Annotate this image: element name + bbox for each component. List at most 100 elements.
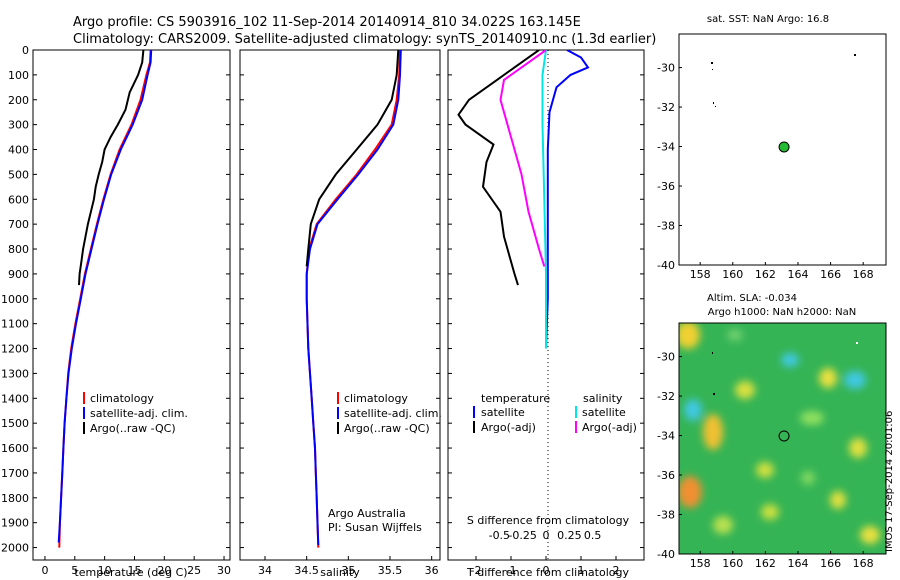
x-tick-label: 0	[41, 564, 48, 577]
island-mark	[715, 106, 716, 107]
x-tick-label: 36	[425, 564, 439, 577]
argo-australia-note: Argo Australia	[328, 507, 406, 520]
y-tick-label: 1500	[1, 417, 29, 430]
y-tick-label: 1000	[1, 293, 29, 306]
header-line-2: Climatology: CARS2009. Satellite-adjuste…	[73, 32, 656, 47]
map-y-tick-label: -30	[657, 351, 675, 364]
sla-blob	[761, 504, 779, 520]
x-tick-label: 0	[543, 564, 550, 577]
header-line-1: Argo profile: CS 5903916_102 11-Sep-2014…	[73, 15, 581, 30]
series-line-salinity-satellite	[541, 50, 547, 349]
x-tick-label: 30	[217, 564, 231, 577]
x-tick-label: 10	[98, 564, 112, 577]
y-tick-label: 1300	[1, 367, 29, 380]
series-line-temperature-satellite	[545, 50, 590, 349]
map-y-tick-label: -30	[657, 62, 675, 75]
series-line-salinity-argo-adj	[499, 50, 547, 267]
sla-blob	[860, 526, 880, 544]
sla-blob	[830, 491, 846, 509]
x-tick-label: 15	[127, 564, 141, 577]
series-line-satellite-adj-clim	[305, 50, 402, 546]
legend-climatology: climatology	[344, 392, 408, 405]
legend-argo: Argo(..raw -QC)	[344, 422, 430, 435]
y-tick-label: 200	[8, 94, 29, 107]
x-tick-label: 25	[187, 564, 201, 577]
float-position-marker	[778, 430, 790, 442]
map-y-tick-label: -32	[657, 390, 675, 403]
pi-note: PI: Susan Wijffels	[328, 521, 422, 534]
x-tick-label: 35	[341, 564, 355, 577]
sla-blob	[849, 438, 867, 458]
island-mark	[713, 393, 715, 395]
sla-blob	[801, 471, 815, 485]
island-mark	[713, 102, 714, 104]
x-tick-label: 34	[258, 564, 272, 577]
salinity-ticks: 34 34.5 35 35.5 36	[258, 556, 439, 577]
s-diff-tick-label: -0.25	[508, 529, 536, 542]
map-x-tick-label: 158	[690, 268, 711, 281]
sla-field	[679, 323, 886, 554]
x-tick-label: 2	[613, 564, 620, 577]
sla-map-title-2: Argo h1000: NaN h2000: NaN	[708, 307, 856, 318]
y-tick-label: 600	[8, 193, 29, 206]
sla-map-ticks: 158 160 162 164 166 168 -30 -32 -34 -36 -38 -40	[657, 351, 874, 570]
island-mark	[854, 54, 856, 56]
y-tick-label: 1400	[1, 392, 29, 405]
x-tick-label: 5	[71, 564, 78, 577]
sla-blob	[713, 516, 733, 534]
y-tick-label: 800	[8, 243, 29, 256]
temperature-legend: climatology satellite-adj. clim. Argo(..…	[83, 392, 188, 435]
legend-temperature-title: temperature	[481, 392, 550, 405]
x-tick-label: -2	[471, 564, 482, 577]
legend-salinity-title: salinity	[583, 392, 623, 405]
sla-blob	[800, 411, 824, 425]
difference-xlabel: T difference from climatology	[466, 566, 629, 579]
map-x-tick-label: 164	[787, 268, 808, 281]
map-y-tick-label: -36	[657, 469, 675, 482]
y-tick-label: 1900	[1, 517, 29, 530]
map-y-tick-label: -40	[657, 259, 675, 272]
difference-top-label: S difference from climatology	[467, 514, 630, 527]
sst-map-coast	[711, 54, 856, 107]
sla-map-axes	[678, 322, 887, 555]
legend-argo: Argo(..raw -QC)	[90, 422, 176, 435]
y-tick-label: 1100	[1, 318, 29, 331]
map-y-tick-label: -34	[657, 141, 675, 154]
y-tick-label: 300	[8, 119, 29, 132]
sla-blob	[684, 399, 702, 421]
island-mark	[856, 342, 858, 344]
sla-blob	[844, 371, 866, 389]
series-line-temperature-argo-adj	[457, 50, 540, 286]
legend-s-satellite: satellite	[582, 406, 626, 419]
map-y-tick-label: -38	[657, 220, 675, 233]
x-tick-label: 35.5	[378, 564, 403, 577]
map-x-tick-label: 166	[820, 557, 841, 570]
sla-blob	[756, 462, 774, 478]
x-tick-label: -1	[506, 564, 517, 577]
legend-satellite: satellite-adj. clim.	[344, 407, 442, 420]
sst-map-ticks: 158 160 162 164 166 168 -30 -32 -34 -36 -38 -40	[657, 62, 874, 281]
s-diff-tick-label: 0	[543, 529, 550, 542]
float-position-marker	[778, 141, 790, 153]
legend-t-argo: Argo(-adj)	[481, 421, 536, 434]
difference-ticks: -2 -1 0 1 2	[471, 556, 620, 577]
y-tick-label: 900	[8, 268, 29, 281]
y-tick-label: 1800	[1, 492, 29, 505]
salinity-legend: climatology satellite-adj. clim. Argo(..…	[328, 392, 442, 534]
x-tick-label: 20	[157, 564, 171, 577]
sla-blob	[781, 353, 799, 367]
s-difference-ticks: -0.5-0.25 0 0.25 0.5	[489, 529, 602, 542]
series-line-satellite-adj-clim	[57, 50, 153, 543]
sla-blob	[703, 414, 723, 450]
map-x-tick-label: 162	[755, 268, 776, 281]
sla-blob	[679, 476, 702, 508]
map-x-tick-label: 168	[853, 557, 874, 570]
map-y-tick-label: -32	[657, 101, 675, 114]
temperature-ticks: 0 5 10 15 20 25 30	[41, 556, 231, 577]
island-mark	[712, 352, 713, 354]
y-tick-label: 1600	[1, 442, 29, 455]
y-tick-label: 2000	[1, 542, 29, 555]
legend-climatology: climatology	[90, 392, 154, 405]
salinity-axes	[239, 49, 441, 561]
